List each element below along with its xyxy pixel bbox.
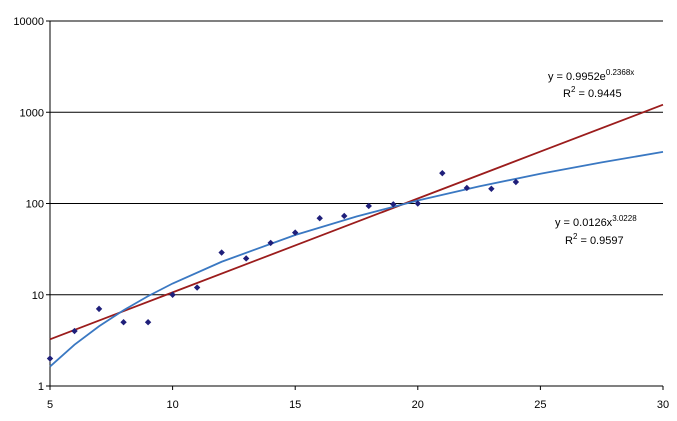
y-tick-label: 10000	[13, 16, 44, 28]
superscript: 2	[571, 85, 576, 94]
y-tick-label: 10	[32, 290, 44, 302]
data-point	[218, 249, 225, 256]
data-point	[46, 355, 54, 362]
superscript: 2	[573, 232, 578, 241]
x-tick-label: 10	[166, 399, 178, 411]
data-point	[242, 255, 250, 262]
data-point	[341, 212, 348, 220]
data-point	[316, 215, 323, 222]
data-point	[144, 319, 152, 326]
data-point	[193, 284, 201, 291]
trend-line	[49, 151, 664, 368]
label-text: R	[563, 88, 571, 100]
superscript: 0.2368x	[606, 68, 634, 77]
data-point	[267, 239, 274, 247]
trend-line	[49, 103, 664, 341]
trend-equation: y = 0.0126x3.0228	[555, 214, 637, 229]
label-text: y = 0.0126x	[555, 217, 613, 229]
data-point	[463, 184, 471, 192]
label-text: y = 0.9952e	[548, 71, 606, 83]
y-tick-label: 100	[26, 199, 44, 211]
data-point	[95, 305, 103, 313]
superscript: 3.0228	[612, 214, 637, 223]
label-text: = 0.9445	[575, 88, 621, 100]
y-tick-label: 1	[38, 381, 44, 393]
data-point	[390, 201, 397, 208]
data-point	[488, 185, 495, 192]
label-text: = 0.9597	[577, 235, 623, 247]
r-squared: R2 = 0.9597	[565, 232, 624, 247]
r-squared: R2 = 0.9445	[563, 85, 622, 100]
data-point	[169, 291, 176, 298]
data-point	[120, 319, 127, 326]
data-point	[292, 229, 299, 236]
data-point	[512, 178, 520, 186]
trend-equation: y = 0.9952e0.2368x	[548, 68, 634, 83]
data-point	[439, 169, 446, 177]
data-point	[365, 202, 372, 210]
label-text: R	[565, 235, 573, 247]
x-tick-label: 5	[47, 399, 53, 411]
x-tick-label: 25	[534, 399, 546, 411]
x-tick-label: 15	[289, 399, 301, 411]
y-tick-label: 1000	[20, 107, 44, 119]
data-point	[71, 327, 78, 335]
x-tick-label: 20	[412, 399, 424, 411]
x-tick-label: 30	[657, 399, 669, 411]
data-point	[414, 200, 421, 207]
